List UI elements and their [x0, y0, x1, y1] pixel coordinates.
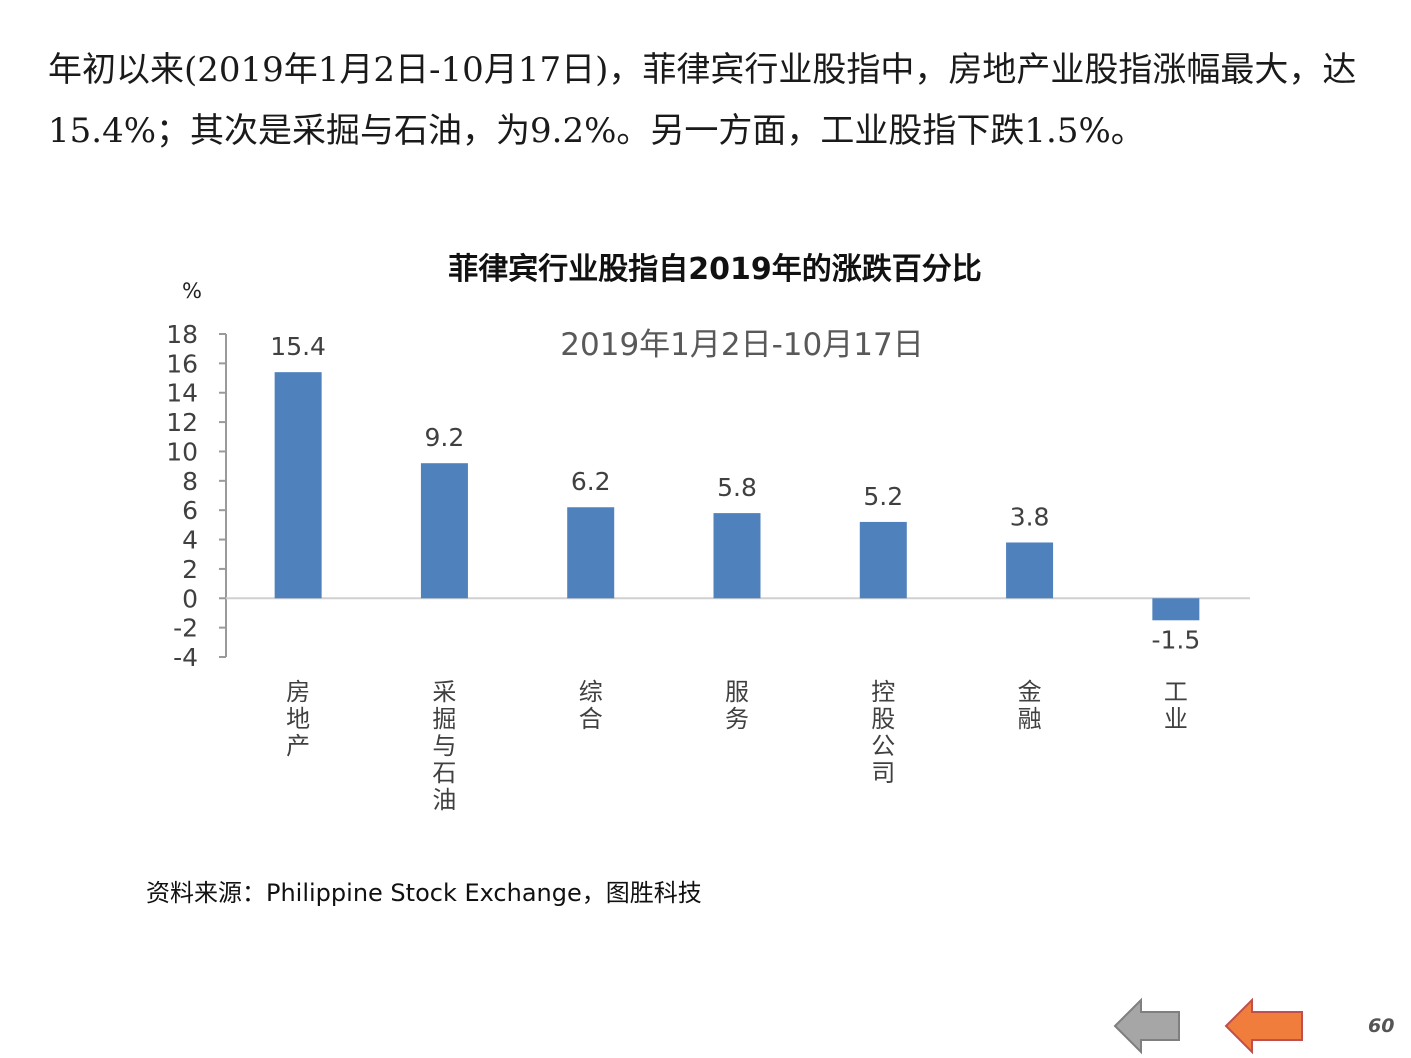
next-arrow-icon[interactable] — [1224, 996, 1304, 1056]
category-label: 采掘与石油 — [432, 678, 456, 814]
data-label: 3.8 — [1010, 502, 1050, 531]
category-labels: 房地产 采掘与石油 综合 服务 控股公司 金融 工业 — [286, 678, 1188, 814]
back-arrow-icon[interactable] — [1113, 996, 1181, 1056]
data-labels: 15.4 9.2 6.2 5.8 5.2 3.8 -1.5 — [270, 332, 1200, 654]
data-label: 5.8 — [717, 473, 757, 502]
source-note: 资料来源：Philippine Stock Exchange，图胜科技 — [146, 879, 702, 907]
data-label: 9.2 — [425, 423, 465, 452]
intro-paragraph: 年初以来(2019年1月2日-10月17日)，菲律宾行业股指中，房地产业股指涨幅… — [48, 50, 1357, 151]
y-tick-label: 12 — [166, 408, 198, 437]
bar — [274, 372, 322, 599]
y-tick-label: -2 — [173, 614, 198, 643]
category-label: 服务 — [725, 678, 749, 733]
category-label: 控股公司 — [871, 678, 895, 787]
page-number: 60 — [1368, 1015, 1395, 1037]
category-label: 工业 — [1164, 678, 1188, 733]
y-tick-label: 6 — [182, 496, 198, 525]
bar — [420, 463, 468, 599]
bar — [859, 521, 907, 599]
y-tick-label: 10 — [166, 437, 198, 466]
y-tick-label: 0 — [182, 584, 198, 613]
category-label: 房地产 — [286, 678, 310, 760]
data-label: 6.2 — [571, 467, 611, 496]
bar — [567, 507, 615, 599]
y-tick-label: -4 — [173, 643, 198, 672]
data-label: 15.4 — [270, 332, 326, 361]
data-label: 5.2 — [863, 482, 903, 511]
category-label: 金融 — [1018, 678, 1042, 733]
y-tick-label: 18 — [166, 320, 198, 349]
y-tick-label: 2 — [182, 555, 198, 584]
chart-title: 菲律宾行业股指自2019年的涨跌百分比 — [448, 252, 982, 287]
y-tick-label: 4 — [182, 526, 198, 555]
data-label: -1.5 — [1151, 625, 1200, 654]
bar — [1006, 542, 1054, 599]
y-tick-label: 8 — [182, 467, 198, 496]
bar — [1152, 598, 1200, 621]
y-tick-label: 16 — [166, 349, 198, 378]
y-tick-label: 14 — [166, 379, 198, 408]
chart-subtitle: 2019年1月2日-10月17日 — [560, 327, 923, 363]
category-label: 综合 — [579, 678, 603, 733]
bar — [713, 513, 761, 599]
bar-series — [274, 372, 1200, 621]
y-axis-unit-label: % — [182, 279, 202, 303]
